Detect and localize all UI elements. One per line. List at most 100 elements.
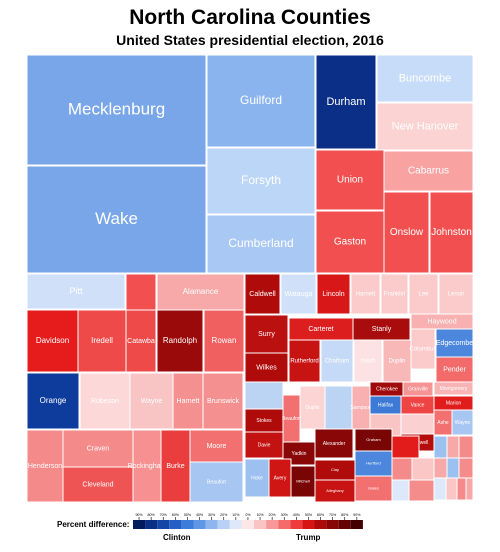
- tile-orange: [26, 372, 80, 430]
- tile-rowan: [203, 309, 245, 373]
- tile-harnett: [172, 372, 204, 430]
- legend-tick-label: 30%: [281, 513, 289, 517]
- legend-tick-label: 60%: [172, 513, 180, 517]
- tile-unlabeled-96: [465, 477, 474, 501]
- tile-unlabeled-85: [391, 479, 410, 502]
- tile-label-lincoln: Lincoln: [322, 291, 344, 298]
- tile-label-harnett: Harnett: [356, 292, 376, 298]
- tile-pender: [435, 356, 474, 383]
- tile-iredell: [77, 309, 127, 373]
- tile-wayne: [451, 409, 474, 436]
- legend-swatch: [181, 520, 194, 529]
- tile-label-buncombe: Buncombe: [399, 72, 452, 84]
- legend-swatch: [350, 520, 363, 529]
- tile-label-forsyth: Forsyth: [241, 173, 281, 187]
- tile-label-yadkin: Yadkin: [292, 451, 307, 457]
- tile-label-alleghany: Alleghany: [326, 488, 344, 493]
- legend-swatch: [229, 520, 242, 529]
- tile-surry: [244, 314, 289, 354]
- tile-alexander: [314, 428, 354, 459]
- legend-swatch: [278, 520, 291, 529]
- tile-label-rowan: Rowan: [212, 336, 237, 345]
- tile-unlabeled-91: [446, 457, 460, 479]
- tile-label-ashe: Ashe: [437, 420, 449, 426]
- legend-tick-label: 30%: [208, 513, 216, 517]
- tile-label-lee: Lee: [418, 292, 429, 298]
- tile-label-pitt: Pitt: [69, 286, 83, 296]
- tile-johnston: [429, 191, 474, 274]
- tile-moore: [189, 429, 244, 463]
- tile-label-mecklenburg: Mecklenburg: [68, 99, 165, 118]
- tile-cumberland: [206, 214, 316, 274]
- tile-label-brunswick: Brunswick: [207, 398, 239, 405]
- tile-label-rockingham: Rockingham: [128, 463, 167, 470]
- tile-label-gates: Gates: [368, 486, 379, 491]
- tile-label-wayne: Wayne: [455, 420, 471, 426]
- legend-swatch: [290, 520, 303, 529]
- tile-label-harnett: Harnett: [177, 398, 200, 405]
- tile-chatham: [320, 339, 354, 383]
- tile-new-hanover: [376, 102, 474, 151]
- legend-swatch: [302, 520, 315, 529]
- chart-title: North Carolina Counties: [129, 6, 371, 29]
- tile-wake: [26, 165, 207, 274]
- tile-label-wayne: Wayne: [141, 398, 163, 405]
- tile-label-alamance: Alamance: [183, 287, 219, 296]
- tile-unlabeled-92: [458, 457, 474, 479]
- tile-label-onslow: Onslow: [390, 227, 424, 238]
- legend-tick-label: 70%: [329, 513, 337, 517]
- legend-swatch: [217, 520, 230, 529]
- legend-tick-label: 20%: [269, 513, 277, 517]
- legend-tick-label: 20%: [220, 513, 228, 517]
- tile-unlabeled-54: [244, 381, 284, 410]
- tile-burke: [160, 429, 191, 503]
- chart-subtitle: United States presidential election, 201…: [116, 32, 384, 48]
- tile-label-columbus: Columbus: [409, 347, 436, 353]
- tile-label-union: Union: [337, 175, 363, 186]
- tile-franklin: [380, 273, 409, 315]
- tile-label-sampson: Sampson: [350, 405, 371, 411]
- tile-label-durham: Durham: [326, 96, 365, 108]
- tile-davie: [244, 431, 284, 459]
- tile-label-hertford: Hertford: [366, 461, 380, 466]
- tile-beaufort: [189, 461, 244, 503]
- tile-label-iredell: Iredell: [91, 336, 113, 345]
- tile-label-alexander: Alexander: [323, 441, 346, 447]
- tile-label-rutherford: Rutherford: [290, 359, 318, 365]
- tile-label-duplin: Duplin: [388, 359, 405, 365]
- tile-label-surry: Surry: [258, 331, 275, 338]
- tile-label-henderson: Henderson: [28, 463, 62, 470]
- tile-label-guilford: Guilford: [240, 93, 282, 107]
- legend-tick-label: 0%: [245, 513, 251, 517]
- legend-tick-label: 90%: [353, 513, 361, 517]
- tile-label-franklin: Franklin: [384, 292, 405, 298]
- tile-label-clay: Clay: [331, 467, 339, 472]
- tile-label-vance: Vance: [411, 402, 425, 408]
- tile-label-beaufort: Beaufort: [207, 479, 227, 485]
- tile-label-craven: Craven: [87, 445, 110, 452]
- tile-label-watauga: Watauga: [285, 291, 313, 298]
- legend-swatch: [254, 520, 267, 529]
- tile-label-beaufort: Beaufort: [282, 416, 302, 422]
- tile-label-haywood: Haywood: [427, 318, 456, 325]
- legend-swatch: [169, 520, 182, 529]
- legend-swatch: [241, 520, 254, 529]
- tile-wilkes: [244, 352, 289, 383]
- legend-swatch: [157, 520, 170, 529]
- tile-lenoir: [438, 273, 474, 315]
- legend-tick-label: 10%: [256, 513, 264, 517]
- legend-swatch: [133, 520, 146, 529]
- tile-label-davidson: Davidson: [36, 336, 69, 345]
- tile-gaston: [315, 210, 385, 274]
- tile-rockingham: [132, 429, 162, 503]
- tile-label-cleveland: Cleveland: [82, 481, 113, 488]
- tile-label-hoke: Hoke: [251, 475, 263, 481]
- tile-label-halifax: Halifax: [378, 402, 394, 408]
- tile-durham: [315, 54, 377, 150]
- tile-union: [315, 149, 385, 211]
- tile-duplin: [299, 385, 326, 430]
- tile-label-graham: Graham: [366, 437, 381, 442]
- tile-label-cabarrus: Cabarrus: [408, 166, 449, 177]
- tile-label-moore: Moore: [207, 443, 227, 450]
